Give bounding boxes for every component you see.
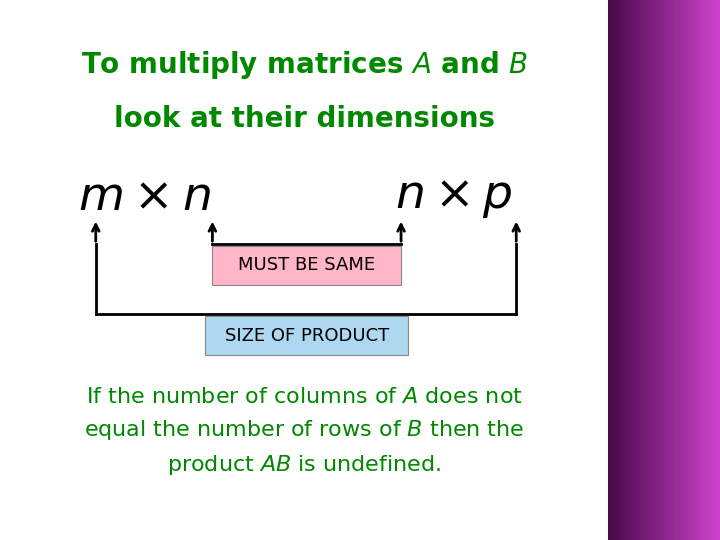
Text: SIZE OF PRODUCT: SIZE OF PRODUCT (225, 327, 389, 345)
Bar (714, 0, 716, 540)
Bar (665, 0, 666, 540)
Bar (683, 0, 685, 540)
Bar (624, 0, 625, 540)
Bar (638, 0, 640, 540)
Bar (660, 0, 662, 540)
Bar (616, 0, 618, 540)
Bar (708, 0, 711, 540)
Bar (633, 0, 634, 540)
Bar (662, 0, 664, 540)
Bar (670, 0, 672, 540)
Bar (711, 0, 713, 540)
Bar (647, 0, 649, 540)
Bar (611, 0, 612, 540)
Bar (673, 0, 675, 540)
Bar (657, 0, 659, 540)
Bar (701, 0, 703, 540)
Bar (651, 0, 653, 540)
Bar (631, 0, 633, 540)
Bar (636, 0, 638, 540)
Bar (649, 0, 651, 540)
Bar (692, 0, 694, 540)
Bar (612, 0, 614, 540)
Bar (655, 0, 657, 540)
Bar (694, 0, 696, 540)
Bar (675, 0, 678, 540)
Bar (698, 0, 700, 540)
Text: look at their dimensions: look at their dimensions (114, 105, 495, 133)
Bar (681, 0, 683, 540)
Bar (668, 0, 670, 540)
Text: To multiply matrices $\mathbf{\mathit{A}}$ and $\mathbf{\mathit{B}}$: To multiply matrices $\mathbf{\mathit{A}… (81, 49, 528, 81)
Bar (644, 0, 646, 540)
Bar (705, 0, 707, 540)
Bar (696, 0, 698, 540)
Bar (627, 0, 629, 540)
Bar (666, 0, 668, 540)
Bar (707, 0, 708, 540)
Bar (642, 0, 644, 540)
Bar (716, 0, 718, 540)
Bar (618, 0, 620, 540)
Bar (205, 316, 408, 355)
Bar (703, 0, 705, 540)
Bar (679, 0, 681, 540)
Bar (212, 246, 401, 285)
Bar (621, 0, 624, 540)
Bar (629, 0, 631, 540)
Bar (659, 0, 660, 540)
Bar (614, 0, 616, 540)
Text: $m\times n$: $m\times n$ (78, 174, 210, 220)
Bar (685, 0, 687, 540)
Bar (646, 0, 647, 540)
Bar (688, 0, 690, 540)
Bar (625, 0, 627, 540)
Bar (700, 0, 701, 540)
Bar (640, 0, 642, 540)
Bar (608, 0, 611, 540)
Bar (619, 0, 621, 540)
Bar (678, 0, 679, 540)
Bar (672, 0, 673, 540)
Bar (634, 0, 636, 540)
Bar (687, 0, 688, 540)
Bar (653, 0, 655, 540)
Text: MUST BE SAME: MUST BE SAME (238, 256, 375, 274)
Bar (718, 0, 720, 540)
Text: If the number of columns of $A$ does not
equal the number of rows of $B$ then th: If the number of columns of $A$ does not… (84, 387, 524, 477)
Bar (690, 0, 692, 540)
Text: $n\times p$: $n\times p$ (395, 174, 513, 220)
Bar (713, 0, 714, 540)
